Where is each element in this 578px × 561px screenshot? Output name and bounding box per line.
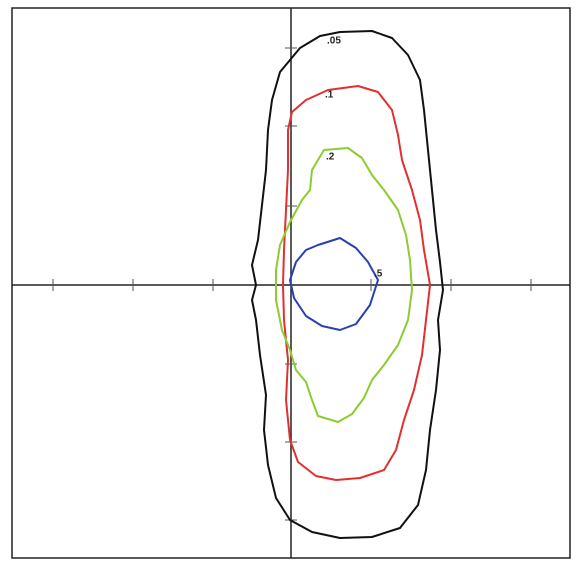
axis-ticks [52,47,532,521]
contour-1 [282,85,431,481]
contour-2 [275,147,413,423]
contour-label: .5 [374,269,383,280]
contour-05 [251,30,444,539]
contour-label: .05 [327,36,341,47]
contour-label: .1 [325,90,334,101]
contour-5 [289,237,379,331]
contour-label: .2 [326,152,335,163]
